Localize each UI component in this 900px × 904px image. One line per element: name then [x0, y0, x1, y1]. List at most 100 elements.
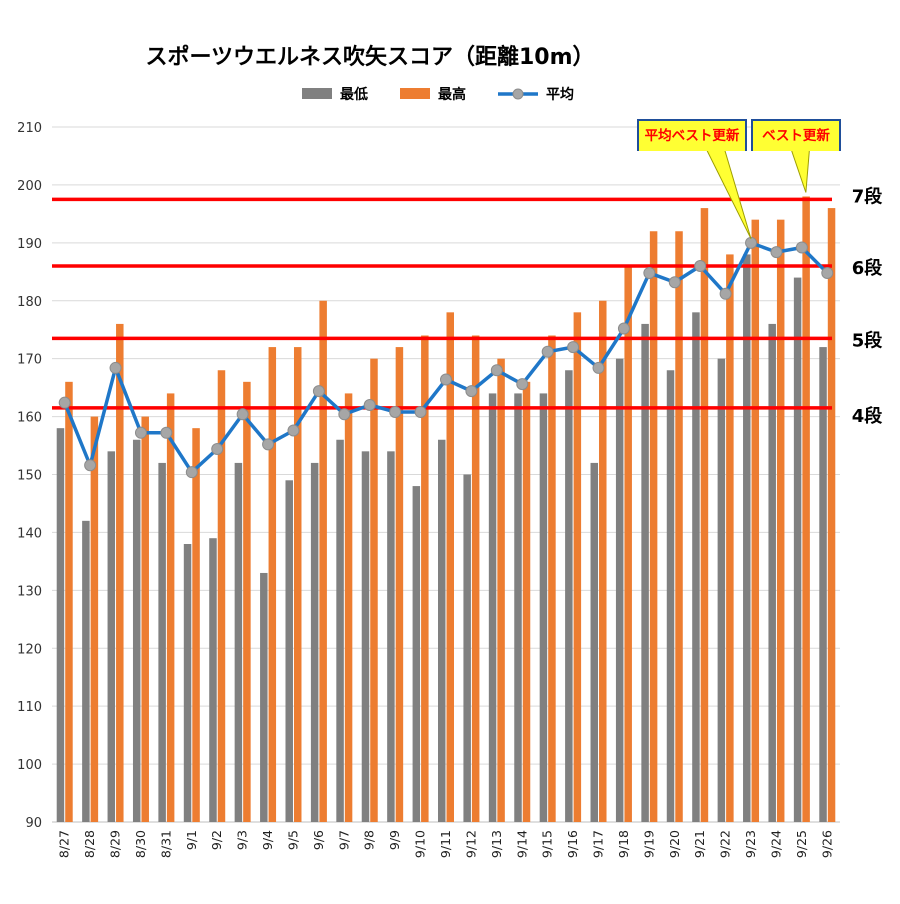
average-point [668, 276, 681, 289]
callouts: 平均ベスト更新 ベスト更新 [637, 119, 841, 240]
bar-max [192, 428, 200, 822]
bar-max [370, 358, 378, 822]
x-tick-label: 9/21 [692, 830, 707, 858]
bar-min [260, 572, 268, 822]
bar-max [446, 312, 454, 822]
bar-min [336, 439, 344, 822]
x-tick-label: 9/15 [540, 830, 555, 858]
callout-box-join [753, 148, 839, 151]
y-tick-label: 110 [17, 700, 42, 715]
x-tick-label: 9/6 [311, 830, 326, 850]
bar-min [463, 474, 471, 822]
bar-min [666, 370, 675, 822]
x-tick-label: 9/25 [794, 830, 809, 858]
y-tick-label: 90 [25, 816, 42, 831]
bar-min [361, 451, 370, 822]
x-tick-label: 9/18 [616, 830, 631, 858]
bar-min [183, 544, 192, 822]
x-axis-ticks: 8/27 8/28 8/29 8/30 8/31 9/1 9/2 9/3 9/4 9/5 9/6 9/… [57, 830, 835, 858]
average-point [745, 236, 758, 249]
bar-min [488, 393, 497, 822]
callout-label: 平均ベスト更新 [645, 127, 740, 144]
legend-swatch [302, 88, 332, 99]
bar-max [217, 370, 226, 822]
average-point [567, 341, 580, 354]
bar-max [776, 219, 785, 822]
bar-max [624, 266, 632, 822]
x-tick-label: 9/22 [718, 830, 733, 858]
y-tick-label: 180 [17, 295, 42, 310]
bar-max [243, 381, 251, 822]
reference-line-label: 6段 [852, 257, 884, 279]
average-point [617, 322, 630, 335]
x-tick-label: 9/10 [413, 830, 428, 858]
average-point [211, 443, 224, 456]
bar-max [827, 208, 836, 823]
x-tick-label: 9/12 [463, 830, 478, 858]
x-tick-label: 9/3 [235, 830, 250, 850]
average-point [389, 405, 402, 418]
x-tick-label: 9/14 [514, 830, 529, 858]
bar-max [344, 393, 353, 822]
bar-min [56, 428, 65, 822]
reference-line-label: 7段 [852, 185, 884, 207]
bar-max [802, 196, 810, 822]
x-tick-label: 8/30 [133, 830, 148, 858]
y-axis-ticks: 90 100 110 120 130 140 150 160 170 180 190 200 210 [17, 121, 42, 831]
callout-pointer [790, 149, 810, 193]
callout-label: ベスト更新 [762, 127, 830, 144]
legend-label: 平均 [546, 86, 574, 103]
x-tick-label: 9/7 [336, 830, 351, 850]
average-point [338, 408, 351, 421]
x-tick-label: 8/28 [82, 830, 97, 858]
bar-max [166, 393, 175, 822]
bar-min [514, 393, 522, 822]
bar-min [539, 393, 548, 822]
bars [56, 196, 836, 823]
bar-min [82, 520, 90, 822]
legend-swatch [400, 88, 430, 99]
x-tick-label: 9/2 [209, 830, 224, 850]
bar-max [548, 335, 556, 822]
x-tick-label: 9/19 [641, 830, 656, 858]
average-point [821, 266, 834, 279]
bar-min [743, 254, 751, 822]
bar-min [768, 323, 776, 822]
bar-max [268, 347, 277, 822]
bar-min [132, 439, 141, 822]
bar-min [590, 462, 599, 822]
y-tick-label: 170 [17, 353, 42, 368]
y-tick-label: 100 [17, 758, 42, 773]
average-point [134, 426, 147, 439]
reference-line-label: 4段 [852, 405, 884, 427]
bar-min [717, 358, 726, 822]
bar-min [285, 480, 293, 822]
y-tick-label: 160 [17, 411, 42, 426]
average-point [84, 459, 97, 472]
reference-line-label: 5段 [852, 329, 884, 351]
average-point [770, 246, 783, 259]
y-tick-label: 120 [17, 642, 42, 657]
bar-min [234, 462, 243, 822]
callout-box [751, 119, 841, 151]
bar-max [497, 358, 505, 822]
legend-label: 最高 [438, 86, 466, 103]
bar-min [615, 358, 624, 822]
bar-max [599, 300, 607, 822]
bar-max [522, 381, 531, 822]
x-tick-label: 9/16 [565, 830, 580, 858]
bar-max [421, 335, 429, 822]
x-tick-label: 9/26 [819, 830, 834, 858]
x-tick-label: 8/27 [57, 830, 72, 858]
average-point [592, 361, 605, 374]
average-line [58, 236, 834, 479]
average-point [643, 266, 656, 279]
bar-min [412, 486, 421, 822]
bar-min [438, 439, 446, 822]
average-point [719, 287, 732, 300]
bar-max [471, 335, 480, 822]
bar-min [387, 451, 395, 822]
callout-pointer [705, 149, 752, 240]
average-point [440, 373, 452, 386]
